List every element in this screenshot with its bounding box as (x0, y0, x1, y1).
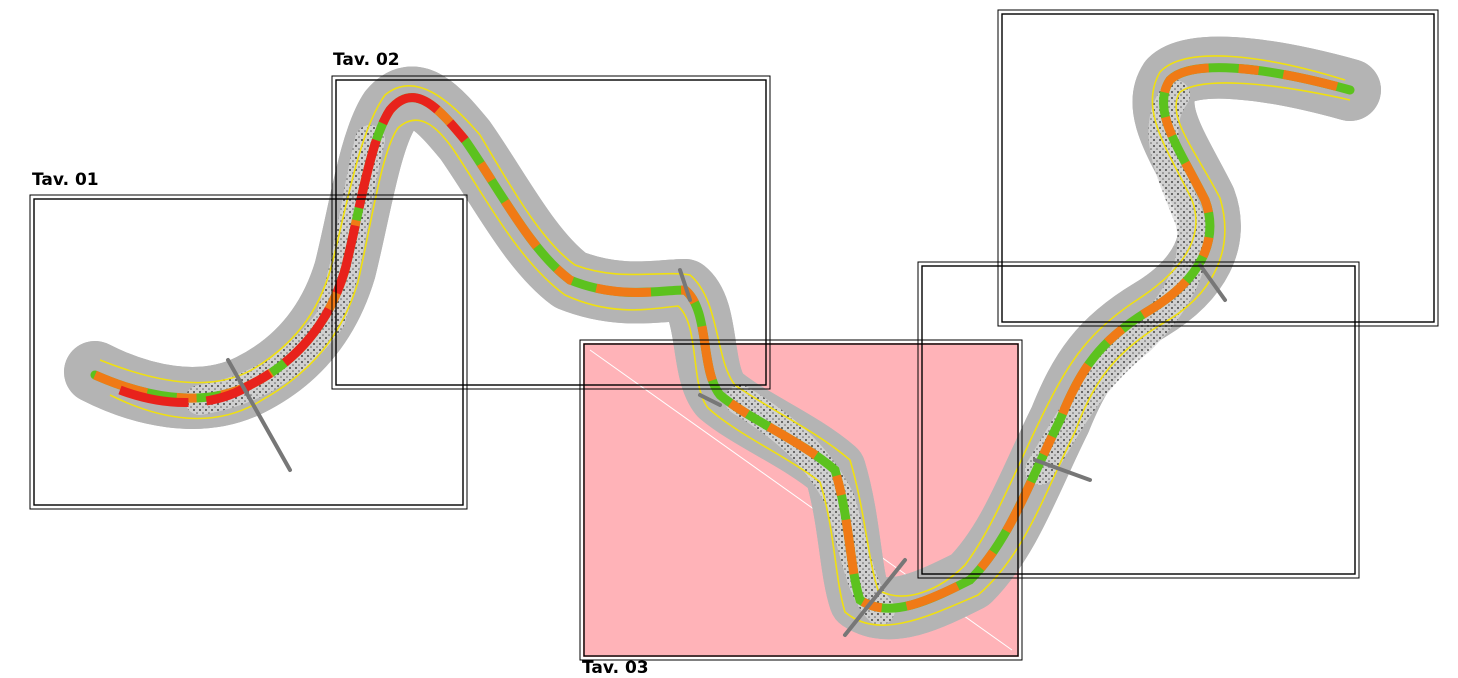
river-red-segment (118, 93, 469, 407)
sheet-tav05-frame (997, 9, 1439, 327)
sheet-tav01-frame (29, 194, 468, 510)
sheet-frames (29, 9, 1439, 661)
sheet-tav04-frame (917, 261, 1360, 579)
road-crossings (226, 263, 1227, 637)
sheet-tav02-frame (331, 75, 771, 390)
sheet-label-tav02: Tav. 02 (333, 50, 400, 70)
contour-inner (109, 82, 1351, 626)
sheet-tav03-frame (579, 339, 1023, 661)
contour-outer (99, 55, 1346, 597)
sheet-label-tav01: Tav. 01 (32, 170, 99, 190)
sheet-label-tav03: Tav. 03 (582, 658, 649, 678)
